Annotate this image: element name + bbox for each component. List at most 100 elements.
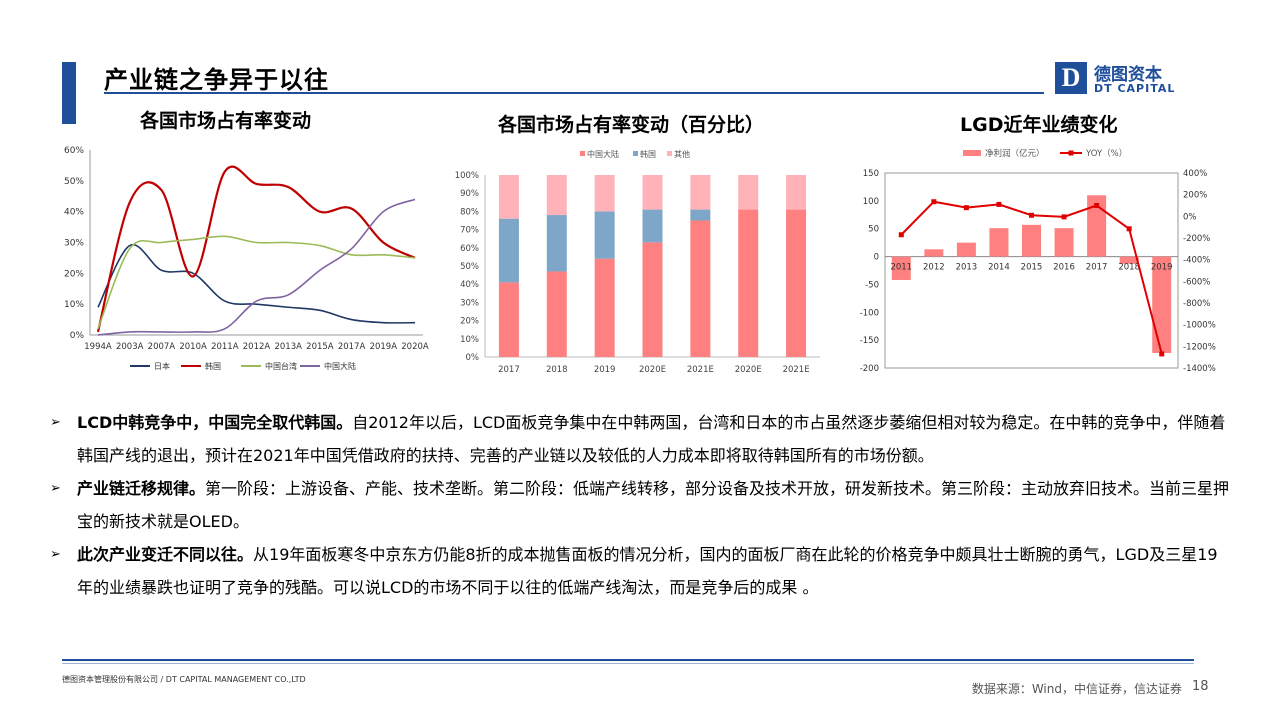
profit-bar bbox=[891, 256, 911, 280]
profit-bar bbox=[1022, 224, 1041, 257]
x-tick-label: 2019 bbox=[1151, 263, 1173, 273]
bar-segment-0 bbox=[594, 258, 615, 357]
x-tick-label: 2020A bbox=[401, 342, 429, 352]
legend-label: 韩国 bbox=[205, 361, 221, 371]
bullet-item: ➢ 产业链迁移规律。第一阶段：上游设备、产能、技术垄断。第二阶段：低端产线转移，部… bbox=[50, 472, 1230, 538]
series-line-3 bbox=[97, 198, 416, 336]
title-divider bbox=[104, 92, 1044, 94]
bar-segment-0 bbox=[738, 209, 759, 357]
footer-divider bbox=[62, 659, 1194, 661]
x-tick-label: 2017A bbox=[338, 342, 366, 352]
dt-capital-logo: D 德图资本 DT CAPITAL bbox=[1055, 60, 1185, 100]
x-tick-label: 2010A bbox=[179, 342, 207, 352]
profit-bar bbox=[989, 228, 1009, 257]
legend-swatch bbox=[667, 151, 672, 156]
bar-segment-0 bbox=[642, 242, 663, 357]
bar-segment-2 bbox=[498, 175, 519, 219]
y-tick-label: 90% bbox=[460, 189, 479, 199]
y2-tick-label: 400% bbox=[1183, 169, 1207, 179]
y-tick-label: 50% bbox=[460, 262, 479, 272]
profit-bar bbox=[1152, 256, 1172, 353]
yoy-marker bbox=[1029, 212, 1034, 218]
profit-bar bbox=[924, 249, 944, 257]
profit-bar bbox=[1119, 256, 1139, 264]
x-tick-label: 2015A bbox=[306, 342, 334, 352]
yoy-marker bbox=[898, 232, 904, 238]
series-line-0 bbox=[97, 243, 416, 324]
bar-segment-0 bbox=[786, 209, 807, 357]
y-tick-label: -150 bbox=[860, 336, 879, 346]
y2-tick-label: 0% bbox=[1183, 212, 1197, 222]
logo-mark: D bbox=[1055, 62, 1087, 94]
yoy-marker bbox=[996, 201, 1002, 207]
yoy-marker bbox=[963, 205, 969, 211]
y2-tick-label: -400% bbox=[1183, 256, 1210, 266]
x-tick-label: 2017 bbox=[498, 365, 520, 375]
bullet-text: 从19年面板寒冬中京东方仍能8折的成本抛售面板的情况分析，国内的面板厂商在此轮的… bbox=[77, 545, 1218, 597]
bar-segment-2 bbox=[786, 175, 807, 210]
y-tick-label: -100 bbox=[860, 308, 879, 318]
legend-label: 其他 bbox=[674, 149, 690, 159]
bullet-text: 第一阶段：上游设备、产能、技术垄断。第二阶段：低端产线转移，部分设备及技术开放，… bbox=[77, 479, 1230, 531]
bar-segment-1 bbox=[690, 209, 711, 221]
x-tick-label: 2020E bbox=[735, 365, 762, 375]
bullet-heading: LCD中韩竞争中，中国完全取代韩国。 bbox=[77, 413, 353, 432]
legend-marker bbox=[1068, 150, 1074, 156]
x-tick-label: 2015 bbox=[1021, 263, 1043, 273]
bar-segment-2 bbox=[594, 175, 615, 212]
legend-label: 韩国 bbox=[640, 149, 656, 159]
y2-tick-label: 200% bbox=[1183, 191, 1207, 201]
bar-segment-1 bbox=[498, 218, 519, 283]
arrow-bullet-icon: ➢ bbox=[50, 415, 61, 430]
x-tick-label: 2003A bbox=[116, 342, 144, 352]
footer-divider-thin bbox=[62, 663, 1194, 664]
yoy-line bbox=[900, 200, 1163, 355]
y-tick-label: 20% bbox=[460, 317, 479, 327]
page-number: 18 bbox=[1192, 679, 1209, 694]
legend-swatch bbox=[580, 151, 585, 156]
y-tick-label: 0% bbox=[466, 353, 480, 363]
bar-segment-2 bbox=[738, 175, 759, 210]
legend-swatch bbox=[633, 151, 638, 156]
x-tick-label: 2019A bbox=[370, 342, 398, 352]
y-tick-label: 80% bbox=[460, 207, 479, 217]
bullet-heading: 产业链迁移规律。 bbox=[77, 479, 206, 498]
y-tick-label: -200 bbox=[860, 364, 879, 374]
y2-tick-label: -1200% bbox=[1183, 342, 1216, 352]
logo-cn-text: 德图资本 bbox=[1094, 65, 1162, 85]
x-tick-label: 2011 bbox=[890, 263, 912, 273]
yoy-marker bbox=[1061, 214, 1067, 220]
profit-bar bbox=[956, 242, 976, 257]
legend-label: 中国大陆 bbox=[587, 149, 619, 159]
footer-source: 数据来源：Wind，中信证券，信达证券 bbox=[971, 682, 1182, 696]
yoy-marker bbox=[1159, 351, 1165, 357]
x-tick-label: 2017 bbox=[1086, 263, 1108, 273]
bullet-item: ➢ LCD中韩竞争中，中国完全取代韩国。自2012年以后，LCD面板竞争集中在中韩… bbox=[50, 406, 1230, 472]
series-line-1 bbox=[96, 165, 416, 333]
y-tick-label: -50 bbox=[865, 280, 879, 290]
x-tick-label: 2013A bbox=[274, 342, 302, 352]
bar-segment-2 bbox=[546, 175, 567, 216]
plot-frame bbox=[884, 172, 1179, 369]
profit-bar bbox=[1054, 228, 1074, 257]
series-line-2 bbox=[97, 235, 416, 330]
chart2-title: 各国市场占有率变动（百分比） bbox=[498, 114, 765, 136]
legend-label: 中国大陆 bbox=[324, 361, 356, 371]
x-tick-label: 2007A bbox=[148, 342, 176, 352]
bullet-heading: 此次产业变迁不同以往。 bbox=[77, 545, 254, 564]
bar-segment-2 bbox=[690, 175, 711, 210]
chart1-title: 各国市场占有率变动 bbox=[140, 110, 312, 132]
legend-label: 中国台湾 bbox=[265, 361, 297, 371]
y-tick-label: 10% bbox=[64, 300, 84, 310]
y-tick-label: 10% bbox=[460, 335, 479, 345]
footer-company: 德图资本管理股份有限公司 / DT CAPITAL MANAGEMENT CO.… bbox=[62, 675, 306, 684]
arrow-bullet-icon: ➢ bbox=[50, 547, 61, 562]
y-tick-label: 20% bbox=[64, 269, 84, 279]
y2-tick-label: -1000% bbox=[1183, 321, 1216, 331]
legend-label: YOY（%） bbox=[1085, 148, 1127, 159]
x-tick-label: 2014 bbox=[988, 263, 1010, 273]
bar-segment-1 bbox=[642, 209, 663, 243]
y-tick-label: 50 bbox=[868, 225, 879, 235]
legend-label: 日本 bbox=[154, 361, 170, 371]
y-tick-label: 100% bbox=[455, 171, 479, 181]
